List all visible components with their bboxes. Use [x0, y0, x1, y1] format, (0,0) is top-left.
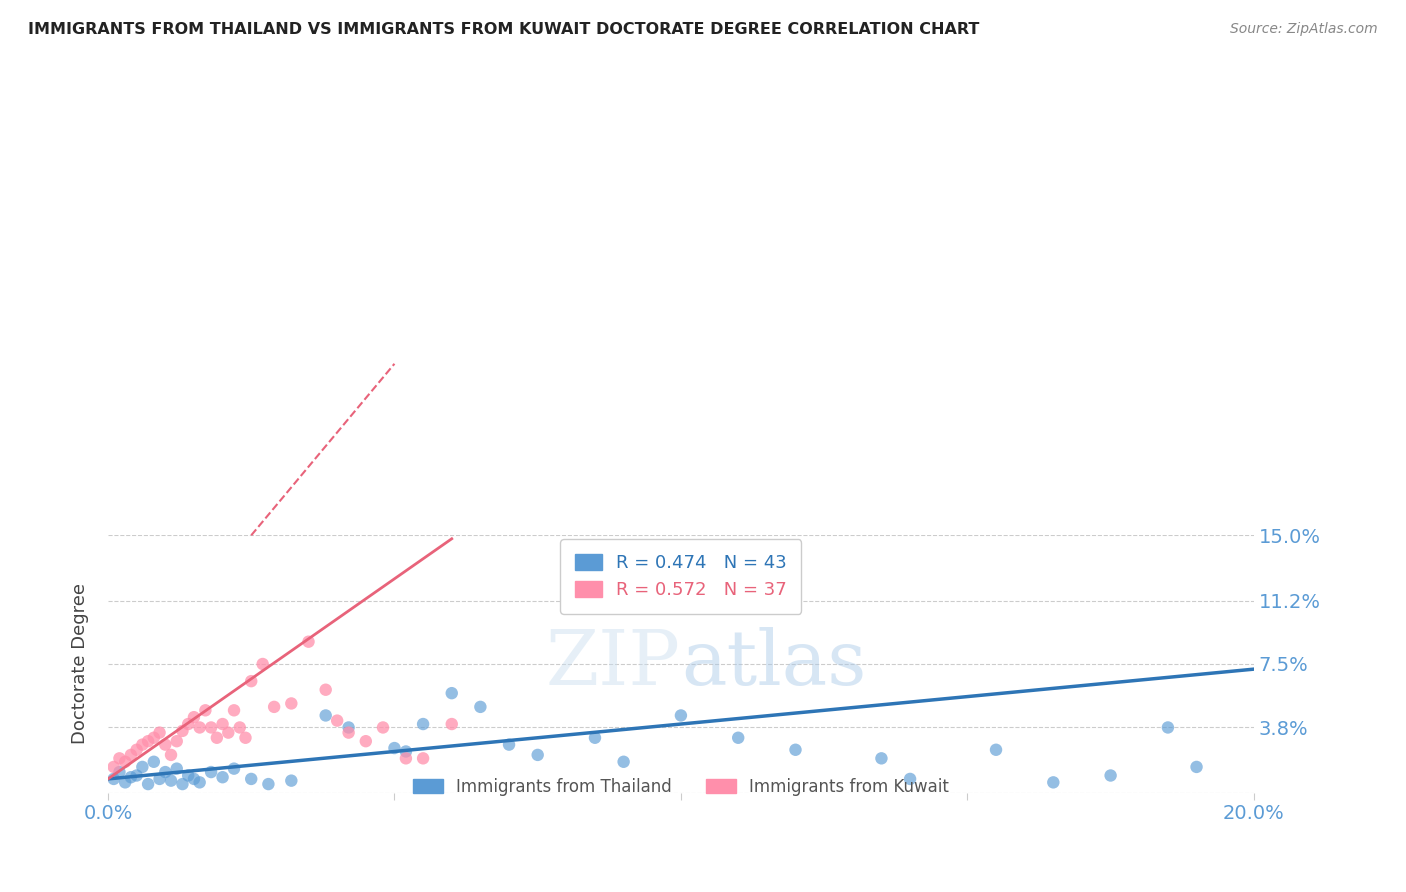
Point: [412, 717, 434, 731]
Point: [155, 765, 177, 780]
Point: [166, 734, 188, 748]
Point: [131, 760, 153, 774]
Point: [315, 708, 337, 723]
Point: [498, 738, 520, 752]
Point: [583, 731, 606, 745]
Point: [1042, 775, 1064, 789]
Point: [183, 710, 205, 724]
Point: [412, 751, 434, 765]
Point: [669, 708, 692, 723]
Point: [211, 770, 233, 784]
Point: [1157, 721, 1180, 735]
Point: [297, 634, 319, 648]
Point: [120, 747, 142, 762]
Point: [727, 731, 749, 745]
Point: [235, 731, 257, 745]
Point: [108, 751, 131, 765]
Point: [470, 699, 492, 714]
Point: [371, 721, 394, 735]
Point: [136, 734, 159, 748]
Point: [217, 725, 239, 739]
Legend: Immigrants from Thailand, Immigrants from Kuwait: Immigrants from Thailand, Immigrants fro…: [406, 771, 956, 802]
Point: [263, 699, 285, 714]
Point: [280, 697, 302, 711]
Point: [984, 743, 1007, 757]
Point: [354, 734, 377, 748]
Point: [395, 744, 418, 758]
Point: [155, 738, 177, 752]
Point: [240, 674, 263, 689]
Point: [148, 772, 170, 786]
Point: [395, 751, 418, 765]
Y-axis label: Doctorate Degree: Doctorate Degree: [72, 583, 89, 745]
Point: [440, 686, 463, 700]
Point: [315, 682, 337, 697]
Point: [870, 751, 893, 765]
Point: [337, 725, 360, 739]
Point: [108, 765, 131, 780]
Text: Source: ZipAtlas.com: Source: ZipAtlas.com: [1230, 22, 1378, 37]
Point: [229, 721, 252, 735]
Point: [440, 717, 463, 731]
Point: [188, 721, 211, 735]
Point: [177, 768, 200, 782]
Text: ZIP: ZIP: [546, 627, 681, 701]
Text: atlas: atlas: [681, 627, 866, 701]
Point: [103, 772, 125, 786]
Point: [1099, 768, 1122, 782]
Point: [136, 777, 159, 791]
Point: [131, 738, 153, 752]
Point: [188, 775, 211, 789]
Point: [166, 762, 188, 776]
Point: [326, 714, 349, 728]
Text: IMMIGRANTS FROM THAILAND VS IMMIGRANTS FROM KUWAIT DOCTORATE DEGREE CORRELATION : IMMIGRANTS FROM THAILAND VS IMMIGRANTS F…: [28, 22, 980, 37]
Point: [172, 723, 194, 738]
Point: [252, 657, 274, 671]
Point: [222, 703, 245, 717]
Point: [160, 773, 183, 788]
Point: [177, 717, 200, 731]
Point: [142, 731, 165, 745]
Point: [183, 772, 205, 786]
Point: [172, 777, 194, 791]
Point: [222, 762, 245, 776]
Point: [526, 747, 548, 762]
Point: [200, 765, 222, 780]
Point: [120, 770, 142, 784]
Point: [898, 772, 921, 786]
Point: [337, 721, 360, 735]
Point: [613, 755, 636, 769]
Point: [114, 755, 136, 769]
Point: [148, 725, 170, 739]
Point: [125, 743, 148, 757]
Point: [211, 717, 233, 731]
Point: [200, 721, 222, 735]
Point: [114, 775, 136, 789]
Point: [103, 760, 125, 774]
Point: [194, 703, 217, 717]
Point: [1185, 760, 1208, 774]
Point: [240, 772, 263, 786]
Point: [257, 777, 280, 791]
Point: [384, 741, 406, 756]
Point: [125, 768, 148, 782]
Point: [280, 773, 302, 788]
Point: [142, 755, 165, 769]
Point: [205, 731, 228, 745]
Point: [160, 747, 183, 762]
Point: [785, 743, 807, 757]
